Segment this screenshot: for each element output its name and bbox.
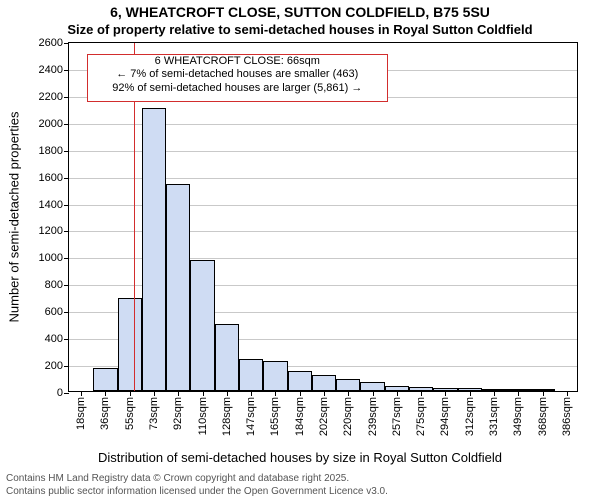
xtick-mark: [470, 391, 471, 396]
histogram-bar: [118, 298, 142, 391]
xtick-label: 184sqm: [294, 397, 306, 436]
xtick-mark: [421, 391, 422, 396]
xtick-mark: [494, 391, 495, 396]
ytick-label: 1600: [39, 172, 69, 184]
xtick-label: 110sqm: [197, 397, 209, 435]
annotation-line-3: 92% of semi-detached houses are larger (…: [88, 82, 387, 96]
xtick-label: 36sqm: [99, 397, 111, 430]
ytick-label: 2000: [39, 118, 69, 130]
xtick-mark: [81, 391, 82, 396]
ytick-label: 1400: [39, 199, 69, 211]
xtick-mark: [373, 391, 374, 396]
xtick-label: 202sqm: [318, 397, 330, 436]
xtick-mark: [130, 391, 131, 396]
xtick-mark: [251, 391, 252, 396]
xtick-mark: [445, 391, 446, 396]
xtick-label: 147sqm: [245, 397, 257, 436]
histogram-bar: [239, 359, 263, 391]
xtick-label: 294sqm: [439, 397, 451, 436]
ytick-label: 2600: [39, 37, 69, 49]
xtick-mark: [203, 391, 204, 396]
footer-attribution: Contains HM Land Registry data © Crown c…: [6, 473, 388, 498]
ytick-label: 600: [45, 306, 69, 318]
y-axis-label: Number of semi-detached properties: [7, 112, 22, 323]
ytick-label: 1000: [39, 252, 69, 264]
xtick-mark: [178, 391, 179, 396]
ytick-label: 400: [45, 333, 69, 345]
xtick-label: 92sqm: [172, 397, 184, 430]
xtick-label: 128sqm: [221, 397, 233, 436]
annotation-box: 6 WHEATCROFT CLOSE: 66sqm ← 7% of semi-d…: [87, 54, 388, 102]
xtick-label: 275sqm: [415, 397, 427, 436]
xtick-mark: [518, 391, 519, 396]
histogram-bar: [263, 361, 287, 391]
xtick-mark: [543, 391, 544, 396]
xtick-mark: [227, 391, 228, 396]
ytick-label: 800: [45, 279, 69, 291]
ytick-label: 2200: [39, 91, 69, 103]
xtick-label: 239sqm: [367, 397, 379, 436]
xtick-label: 349sqm: [512, 397, 524, 436]
xtick-label: 220sqm: [342, 397, 354, 436]
histogram-bar: [312, 375, 336, 391]
histogram-bar: [336, 379, 360, 391]
ytick-label: 1800: [39, 145, 69, 157]
xtick-mark: [154, 391, 155, 396]
xtick-label: 73sqm: [148, 397, 160, 430]
xtick-label: 18sqm: [75, 397, 87, 430]
annotation-line-2: ← 7% of semi-detached houses are smaller…: [88, 68, 387, 82]
xtick-mark: [348, 391, 349, 396]
histogram-bar: [166, 184, 190, 391]
plot-area: 0200400600800100012001400160018002000220…: [68, 42, 578, 392]
ytick-label: 200: [45, 360, 69, 372]
xtick-label: 312sqm: [464, 397, 476, 436]
histogram-bar: [93, 368, 117, 391]
ytick-label: 2400: [39, 64, 69, 76]
chart-subtitle: Size of property relative to semi-detach…: [0, 22, 600, 37]
xtick-mark: [300, 391, 301, 396]
xtick-label: 331sqm: [488, 397, 500, 436]
histogram-bar: [142, 108, 166, 391]
xtick-mark: [105, 391, 106, 396]
ytick-label: 1200: [39, 225, 69, 237]
ytick-label: 0: [57, 387, 69, 399]
histogram-bar: [190, 260, 214, 391]
footer-line-2: Contains public sector information licen…: [6, 486, 388, 499]
histogram-bar: [360, 382, 384, 391]
x-axis-label: Distribution of semi-detached houses by …: [0, 450, 600, 465]
annotation-line-1: 6 WHEATCROFT CLOSE: 66sqm: [88, 55, 387, 69]
histogram-bar: [215, 324, 239, 391]
chart-container: 6, WHEATCROFT CLOSE, SUTTON COLDFIELD, B…: [0, 0, 600, 500]
xtick-mark: [275, 391, 276, 396]
xtick-label: 257sqm: [391, 397, 403, 436]
xtick-label: 368sqm: [537, 397, 549, 436]
xtick-mark: [397, 391, 398, 396]
xtick-label: 165sqm: [269, 397, 281, 436]
xtick-mark: [567, 391, 568, 396]
chart-title: 6, WHEATCROFT CLOSE, SUTTON COLDFIELD, B…: [0, 4, 600, 20]
histogram-bar: [288, 371, 312, 391]
xtick-label: 55sqm: [124, 397, 136, 430]
xtick-mark: [324, 391, 325, 396]
footer-line-1: Contains HM Land Registry data © Crown c…: [6, 473, 388, 486]
xtick-label: 386sqm: [561, 397, 573, 436]
